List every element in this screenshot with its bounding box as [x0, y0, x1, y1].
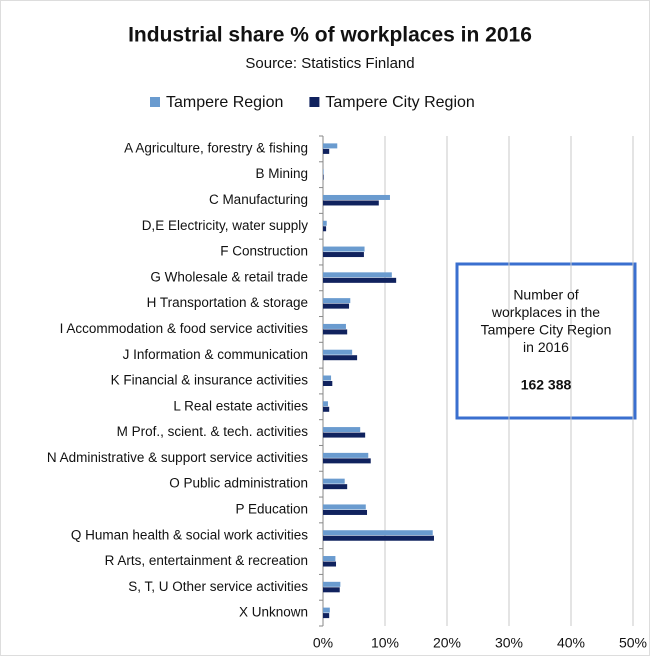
legend-swatch [309, 97, 320, 107]
bar [323, 484, 348, 490]
x-tick-label: 50% [619, 635, 647, 651]
legend-label: Tampere City Region [325, 94, 474, 111]
bar [323, 277, 397, 283]
bar [323, 556, 336, 562]
legend-label: Tampere Region [166, 94, 283, 111]
annotation-value: 162 388 [521, 377, 572, 393]
bar [323, 148, 330, 154]
bar [323, 355, 358, 361]
bar [323, 458, 371, 464]
bar [323, 174, 324, 180]
y-tick-label: H Transportation & storage [147, 295, 308, 310]
y-tick-label: G Wholesale & retail trade [150, 269, 308, 284]
y-tick-label: B Mining [255, 166, 308, 181]
bar [323, 329, 348, 335]
bar [323, 303, 350, 309]
bar [323, 226, 327, 232]
bar [323, 406, 330, 412]
chart-subtitle: Source: Statistics Finland [245, 55, 414, 72]
y-tick-label: Q Human health & social work activities [71, 527, 308, 542]
y-tick-label: O Public administration [169, 476, 308, 491]
x-tick-label: 0% [313, 635, 333, 651]
bar [323, 613, 330, 619]
y-tick-label: I Accommodation & food service activitie… [60, 321, 309, 336]
annotation-text: Number of [513, 287, 578, 303]
legend-swatch [150, 97, 160, 107]
bar [323, 530, 433, 536]
y-tick-label: P Education [235, 502, 308, 517]
bar [323, 169, 324, 175]
bar [323, 561, 337, 567]
bar [323, 478, 345, 484]
y-tick-label: M Prof., scient. & tech. activities [117, 424, 309, 439]
bar [323, 194, 390, 200]
bar [323, 375, 332, 381]
bar [323, 427, 361, 433]
bar [323, 272, 392, 278]
x-tick-label: 20% [433, 635, 461, 651]
bar [323, 401, 328, 407]
x-tick-label: 10% [371, 635, 399, 651]
bar [323, 504, 366, 510]
chart-title: Industrial share % of workplaces in 2016 [128, 24, 532, 47]
y-tick-label: F Construction [220, 244, 308, 259]
bar [323, 587, 340, 593]
bar [323, 452, 369, 458]
y-tick-label: L Real estate activities [173, 398, 308, 413]
annotation-text: Tampere City Region [481, 322, 612, 338]
bar [323, 432, 366, 438]
y-tick-label: J Information & communication [123, 347, 308, 362]
bar [323, 323, 346, 329]
bar [323, 535, 434, 541]
y-tick-label: S, T, U Other service activities [128, 579, 308, 594]
bar [323, 200, 379, 206]
annotation-text: in 2016 [523, 339, 569, 355]
y-tick-label: R Arts, entertainment & recreation [105, 553, 308, 568]
bar [323, 581, 341, 587]
y-tick-label: C Manufacturing [209, 192, 308, 207]
x-tick-label: 40% [557, 635, 585, 651]
bar [323, 381, 333, 386]
bar [323, 509, 368, 515]
bar [323, 298, 351, 304]
bar [323, 349, 353, 355]
y-tick-label: A Agriculture, forestry & fishing [124, 140, 308, 155]
y-tick-label: X Unknown [239, 605, 308, 620]
annotation-box [455, 262, 637, 420]
y-tick-label: K Financial & insurance activities [111, 373, 309, 388]
x-tick-label: 30% [495, 635, 523, 651]
y-tick-label: N Administrative & support service activ… [47, 450, 308, 465]
bar [323, 246, 365, 252]
bar [323, 143, 338, 149]
bar [323, 220, 327, 226]
annotation-text: workplaces in the [491, 304, 600, 320]
y-tick-label: D,E Electricity, water supply [142, 218, 309, 233]
bar [323, 252, 364, 258]
bar [323, 607, 330, 613]
